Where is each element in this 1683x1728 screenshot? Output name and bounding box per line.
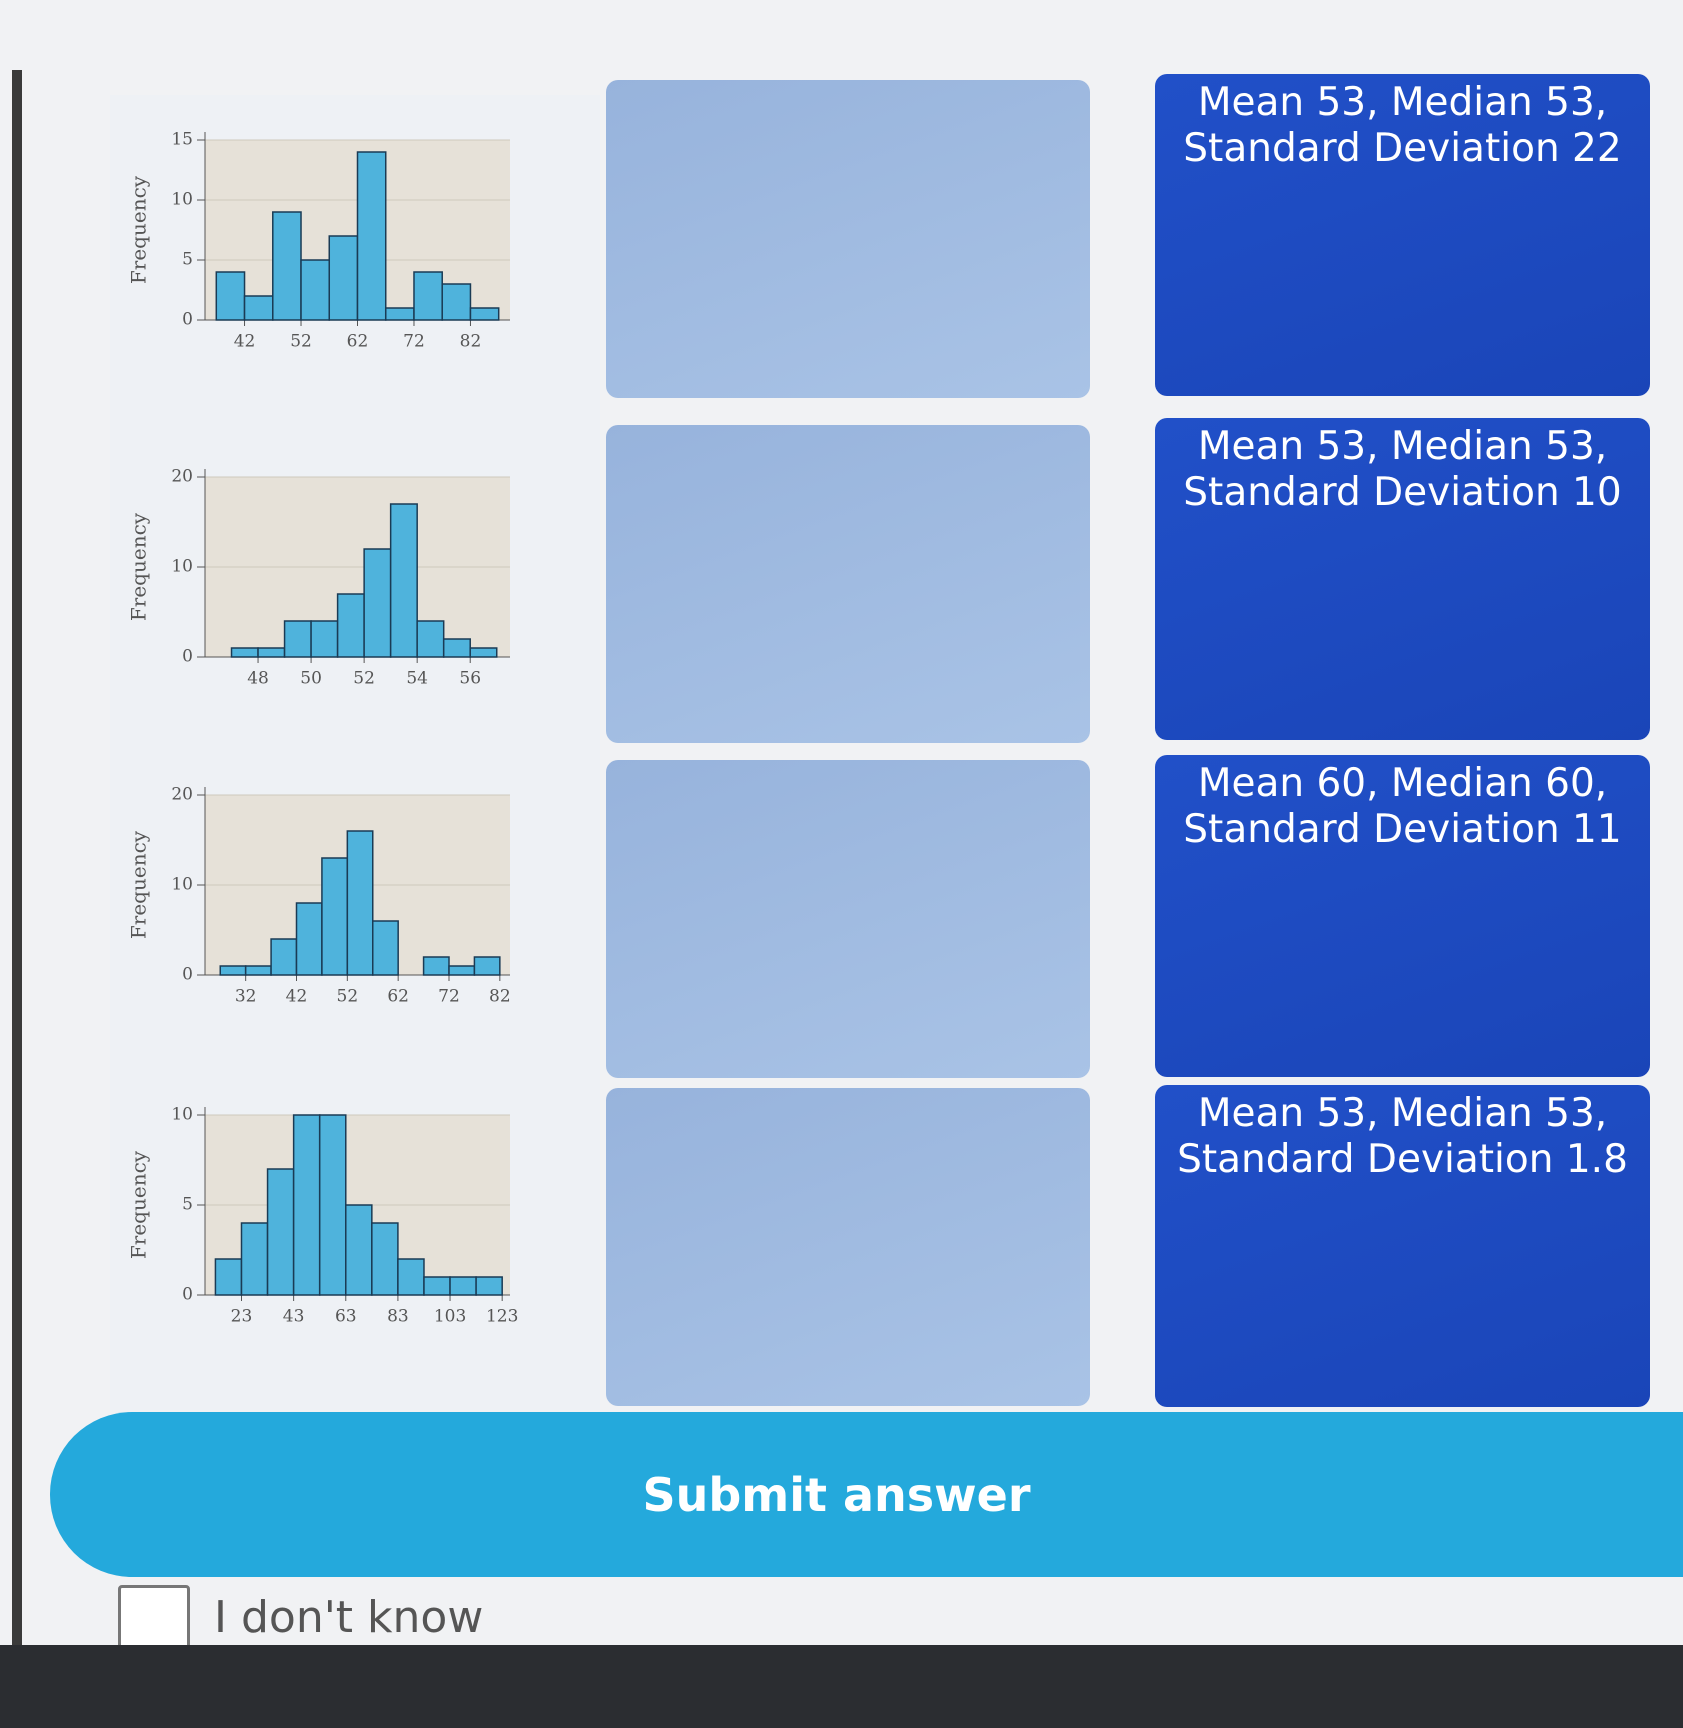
bar <box>356 151 387 321</box>
bar <box>257 647 286 658</box>
bar <box>215 271 246 321</box>
x-tick-label: 72 <box>403 332 425 352</box>
bar <box>318 1114 347 1296</box>
x-tick-label: 48 <box>247 669 269 689</box>
x-tick-label: 42 <box>286 987 308 1007</box>
y-axis-label: Frequency <box>127 512 151 621</box>
bar <box>328 235 359 321</box>
x-tick-label: 42 <box>234 332 256 352</box>
y-tick-label: 10 <box>171 1105 193 1125</box>
bar <box>416 620 445 658</box>
bar <box>214 1258 243 1296</box>
answer-card[interactable]: Mean 60, Median 60, Standard Deviation 1… <box>1155 755 1650 1077</box>
bar <box>423 1276 451 1296</box>
bar <box>473 956 501 976</box>
y-tick-label: 0 <box>182 965 193 985</box>
bar <box>244 965 272 976</box>
bar <box>413 271 443 321</box>
submit-button[interactable]: Submit answer <box>50 1412 1683 1577</box>
bar <box>336 593 365 658</box>
y-tick-label: 20 <box>171 785 193 805</box>
bar <box>270 938 298 976</box>
x-tick-label: 103 <box>434 1307 466 1327</box>
bar <box>310 620 339 658</box>
x-tick-label: 123 <box>486 1307 518 1327</box>
bar <box>384 307 415 321</box>
drop-slot[interactable] <box>606 80 1090 398</box>
y-axis-label: Frequency <box>127 1150 151 1259</box>
drop-slot[interactable] <box>606 1088 1090 1406</box>
bar <box>371 1222 399 1296</box>
bar <box>283 620 312 658</box>
y-tick-label: 5 <box>182 1195 193 1215</box>
y-tick-label: 5 <box>182 250 193 270</box>
bar <box>469 307 500 321</box>
bar <box>449 1276 477 1296</box>
y-tick-label: 10 <box>171 190 193 210</box>
bar <box>475 1276 503 1296</box>
bar <box>397 1258 425 1296</box>
y-axis-label: Frequency <box>127 175 151 284</box>
bar <box>300 259 331 321</box>
bar <box>219 965 247 976</box>
x-tick-label: 43 <box>283 1307 305 1327</box>
drop-slot[interactable] <box>606 760 1090 1078</box>
checkbox-label[interactable]: I don't know <box>214 1592 484 1643</box>
bar <box>230 647 259 658</box>
bar <box>266 1168 295 1296</box>
bar <box>422 956 450 976</box>
y-tick-label: 10 <box>171 557 193 577</box>
x-tick-label: 23 <box>231 1307 253 1327</box>
side-bar <box>12 70 22 1650</box>
bar <box>240 1222 269 1296</box>
y-tick-label: 20 <box>171 467 193 487</box>
histogram: 0 5 10 23 43 63 83 103 123 Frequency <box>110 1070 600 1410</box>
x-tick-label: 56 <box>459 669 481 689</box>
checkbox[interactable] <box>118 1585 190 1651</box>
bar <box>442 638 471 658</box>
answer-card[interactable]: Mean 53, Median 53, Standard Deviation 1… <box>1155 1085 1650 1407</box>
y-tick-label: 15 <box>171 130 193 150</box>
bar <box>295 902 323 976</box>
histogram: 0 10 20 48 50 52 54 56 Frequency <box>110 432 600 772</box>
x-tick-label: 63 <box>335 1307 357 1327</box>
y-tick-label: 0 <box>182 310 193 330</box>
y-tick-label: 0 <box>182 1285 193 1305</box>
bar <box>441 283 472 321</box>
x-tick-label: 82 <box>489 987 511 1007</box>
x-tick-label: 72 <box>438 987 460 1007</box>
bar <box>345 1204 373 1296</box>
x-tick-label: 62 <box>387 987 409 1007</box>
x-tick-label: 54 <box>406 669 428 689</box>
x-tick-label: 83 <box>387 1307 409 1327</box>
x-tick-label: 50 <box>300 669 322 689</box>
answer-card[interactable]: Mean 53, Median 53, Standard Deviation 1… <box>1155 418 1650 740</box>
x-tick-label: 82 <box>460 332 482 352</box>
drop-slot[interactable] <box>606 425 1090 743</box>
answer-card[interactable]: Mean 53, Median 53, Standard Deviation 2… <box>1155 74 1650 396</box>
x-tick-label: 32 <box>235 987 257 1007</box>
bar <box>469 647 498 658</box>
x-tick-label: 62 <box>347 332 369 352</box>
screen-bezel <box>0 1645 1683 1728</box>
bar <box>448 965 476 976</box>
bar <box>363 548 392 658</box>
histogram: 0 10 20 32 42 52 62 72 82 Frequency <box>110 750 600 1090</box>
bar <box>243 295 274 321</box>
y-tick-label: 0 <box>182 647 193 667</box>
x-tick-label: 52 <box>337 987 359 1007</box>
bar <box>346 830 374 976</box>
y-tick-label: 10 <box>171 875 193 895</box>
bar <box>321 857 349 976</box>
y-axis-label: Frequency <box>127 830 151 939</box>
histogram: 0 5 10 15 42 52 62 72 82 Frequency <box>110 95 600 435</box>
bar <box>292 1114 321 1296</box>
bar <box>389 503 418 658</box>
bar <box>272 211 302 321</box>
x-tick-label: 52 <box>290 332 312 352</box>
x-tick-label: 52 <box>353 669 375 689</box>
bar <box>372 920 399 976</box>
